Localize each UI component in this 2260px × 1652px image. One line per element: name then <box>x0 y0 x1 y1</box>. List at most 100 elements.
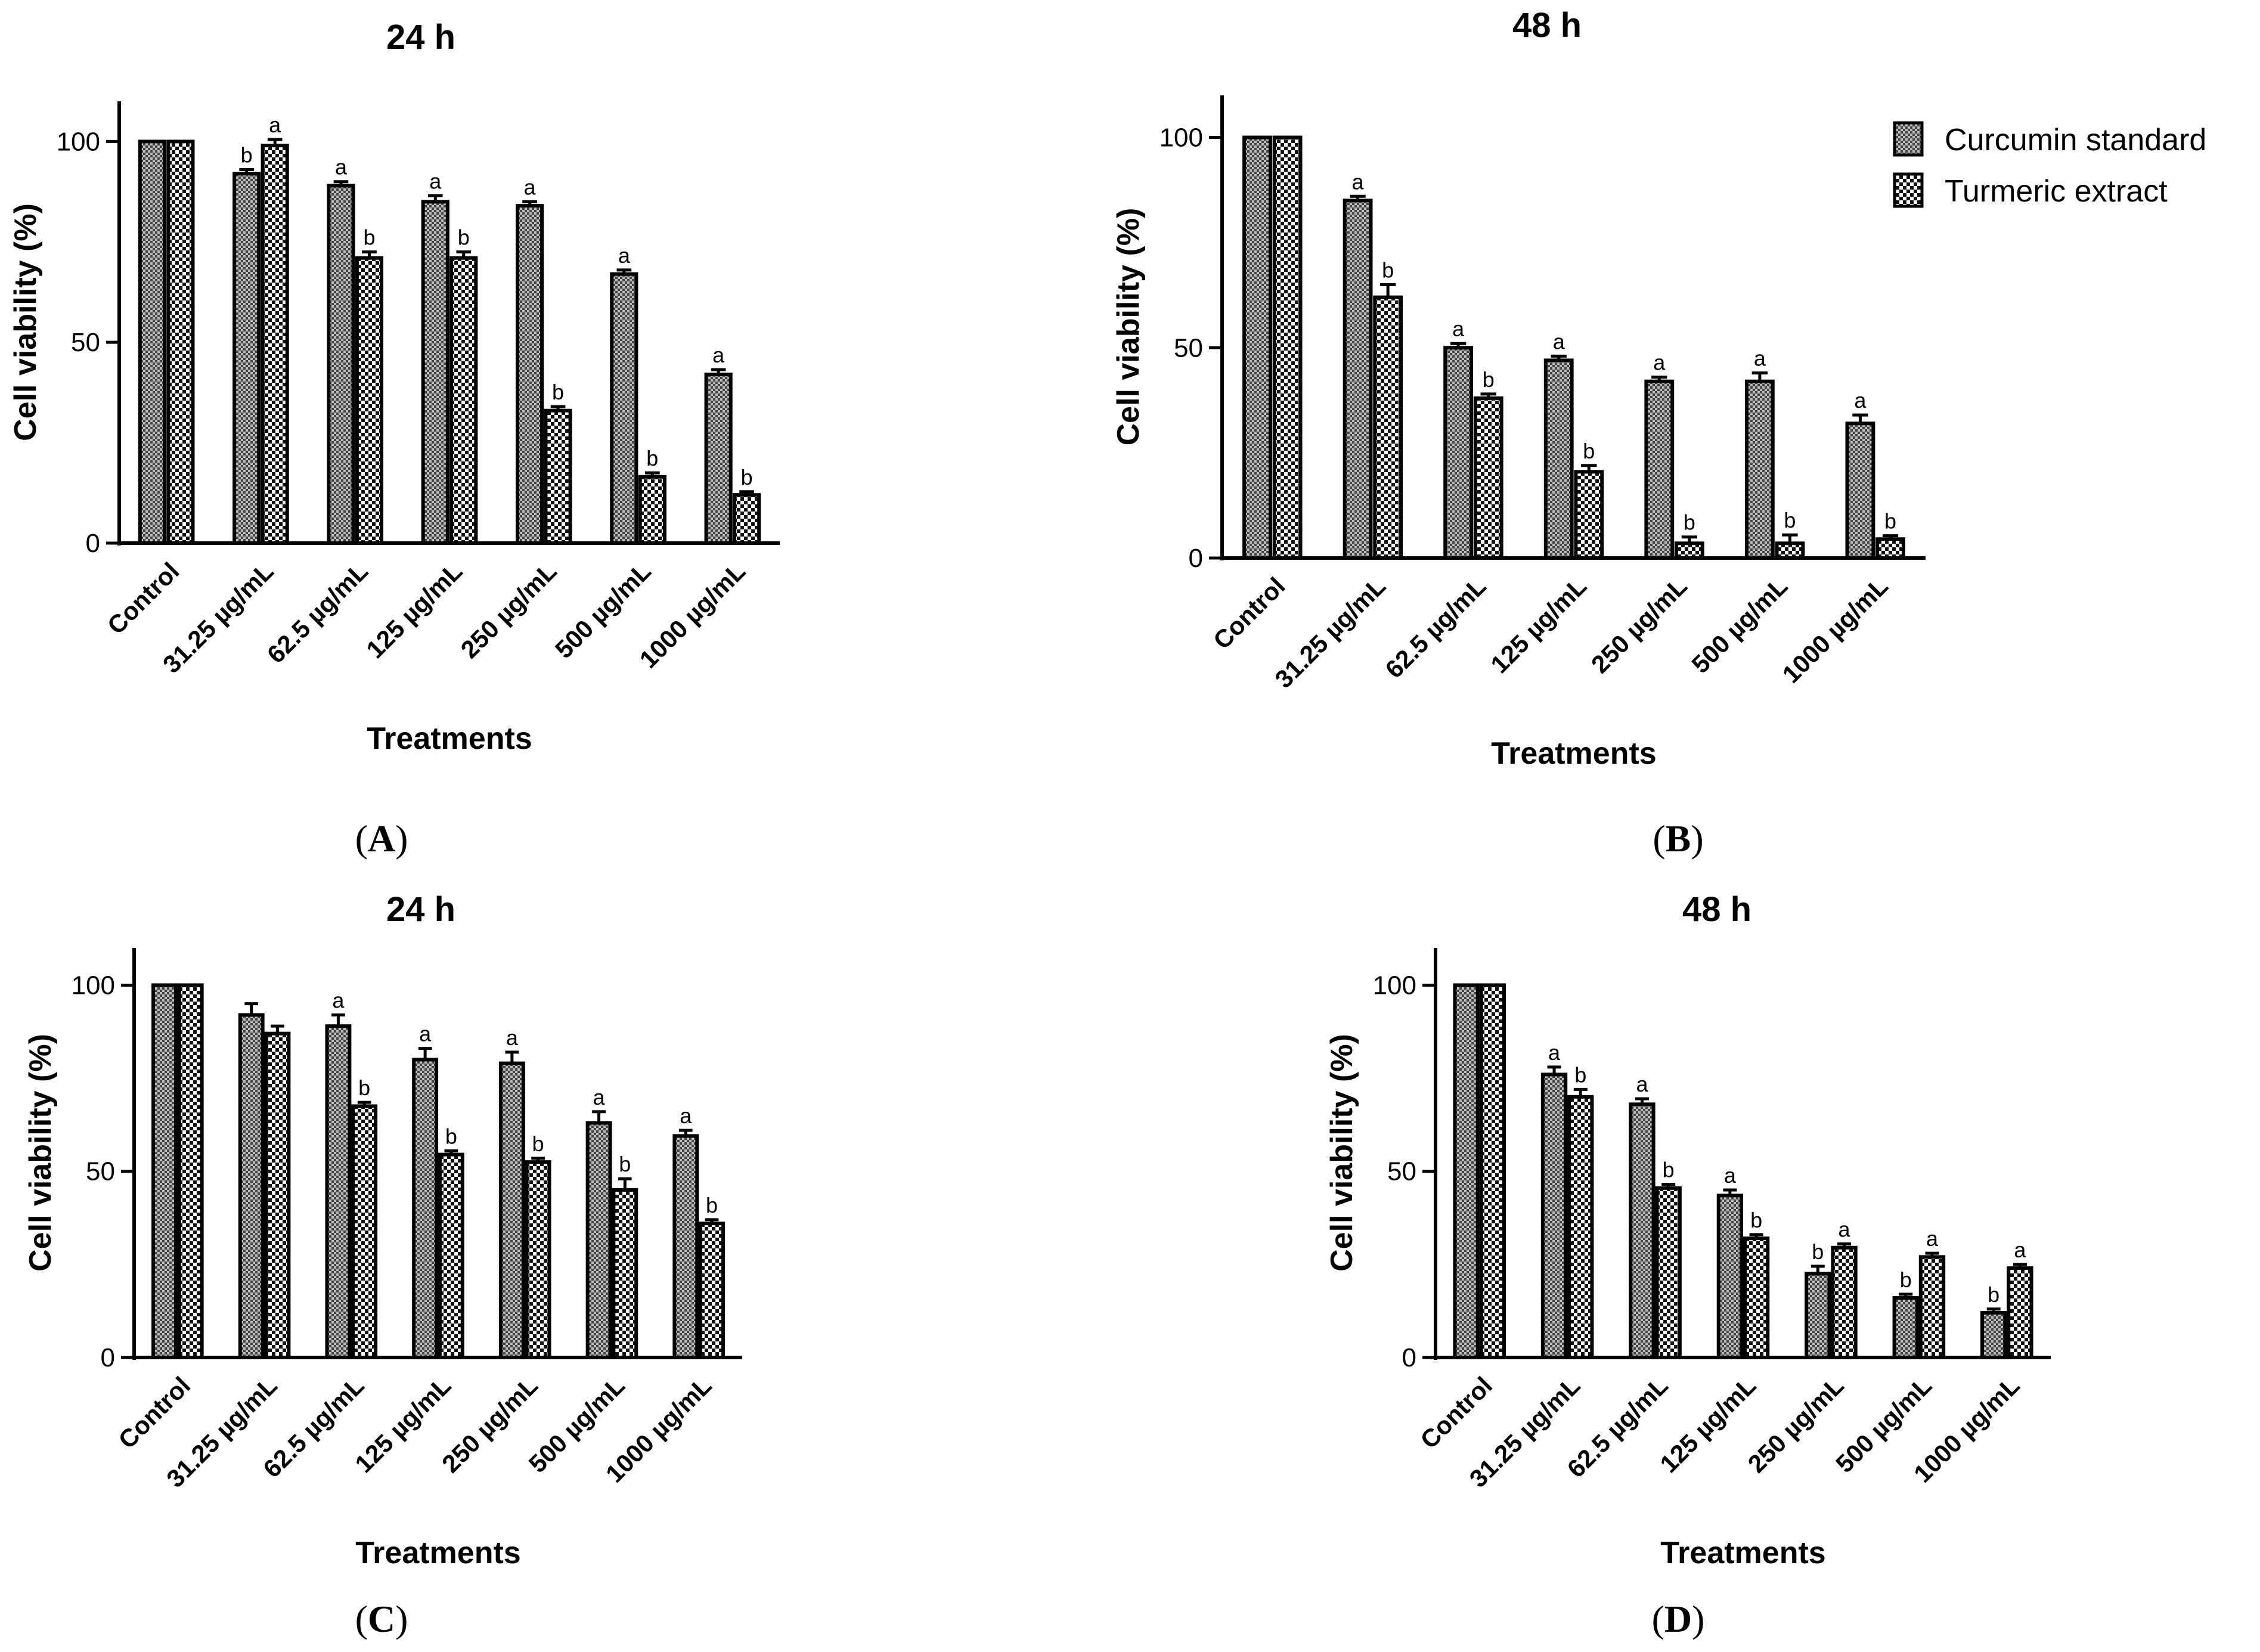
significance-label-a: b <box>552 380 564 404</box>
significance-label-d: a <box>2014 1238 2026 1262</box>
bar-a-turmeric-extract <box>449 256 478 545</box>
significance-label-d: a <box>1636 1072 1648 1096</box>
bar-c-turmeric-extract <box>177 983 204 1360</box>
bar-c-turmeric-extract <box>612 1188 638 1360</box>
significance-label-d: b <box>1663 1158 1675 1182</box>
y-axis-label-b: Cell viability (%) <box>1111 208 1146 446</box>
y-tick-label-c: 0 <box>101 1343 115 1372</box>
bar-c-turmeric-extract <box>264 1031 291 1360</box>
bar-b-turmeric-extract <box>1875 537 1905 560</box>
x-axis-label-b: Treatments <box>1491 736 1656 771</box>
bar-b-turmeric-extract <box>1272 135 1303 560</box>
x-axis-label-a: Treatments <box>367 721 532 756</box>
bar-a-turmeric-extract <box>544 408 572 545</box>
significance-label-b: a <box>1653 351 1666 375</box>
bar-b-curcumin-standard <box>1443 346 1474 560</box>
significance-label-b: a <box>1553 329 1565 354</box>
bar-b-turmeric-extract <box>1574 470 1604 560</box>
significance-label-d: a <box>1926 1226 1939 1251</box>
bar-a-turmeric-extract <box>261 144 289 545</box>
bar-a-turmeric-extract <box>638 475 666 545</box>
bar-c-curcumin-standard <box>585 1121 612 1359</box>
bar-b-curcumin-standard <box>1744 379 1775 560</box>
chart-title-d: 48 h <box>1682 890 1751 929</box>
bar-b-curcumin-standard <box>1845 421 1875 560</box>
significance-label-c: a <box>419 1022 432 1046</box>
significance-label-d: b <box>1750 1208 1762 1232</box>
significance-label-b: a <box>1854 388 1867 413</box>
legend-label-curcumin-standard: Curcumin standard <box>1945 123 2206 157</box>
bar-c-curcumin-standard <box>672 1134 699 1360</box>
bar-a-curcumin-standard <box>327 184 355 545</box>
significance-label-a: a <box>335 155 348 179</box>
bar-b-turmeric-extract <box>1373 295 1403 560</box>
bar-c-turmeric-extract <box>525 1160 551 1359</box>
bar-d-curcumin-standard <box>1716 1194 1744 1360</box>
significance-label-b: b <box>1684 510 1695 535</box>
y-tick-label-b: 50 <box>1174 333 1203 362</box>
bar-c-curcumin-standard <box>412 1058 439 1359</box>
bar-a-turmeric-extract <box>355 256 384 545</box>
bar-a-curcumin-standard <box>704 373 733 545</box>
bar-b-curcumin-standard <box>1242 135 1272 560</box>
bar-c-curcumin-standard <box>238 1013 265 1360</box>
panel-label-d: (D) <box>1652 1598 1705 1640</box>
panel-label-a: (A) <box>355 817 408 860</box>
significance-label-a: b <box>741 465 753 489</box>
bar-d-turmeric-extract <box>1831 1245 1858 1359</box>
significance-label-b: b <box>1583 439 1595 463</box>
significance-label-a: a <box>269 113 281 137</box>
y-tick-label-b: 0 <box>1189 544 1203 573</box>
x-axis-label-d: Treatments <box>1660 1536 1825 1570</box>
significance-label-b: b <box>1784 508 1796 532</box>
significance-label-a: a <box>618 243 631 268</box>
significance-label-a: b <box>458 225 470 250</box>
significance-label-c: a <box>332 988 345 1012</box>
significance-label-d: b <box>1812 1239 1824 1264</box>
bar-c-curcumin-standard <box>151 983 178 1360</box>
significance-label-b: a <box>1754 346 1766 371</box>
bar-d-curcumin-standard <box>1892 1296 1919 1360</box>
bar-d-turmeric-extract <box>1918 1255 1946 1360</box>
bar-b-turmeric-extract <box>1473 396 1503 560</box>
legend-swatch-turmeric-extract <box>1893 172 1924 208</box>
significance-label-b: a <box>1352 169 1365 194</box>
bar-a-curcumin-standard <box>421 200 449 545</box>
chart-title-b: 48 h <box>1512 6 1582 45</box>
significance-label-b: b <box>1884 509 1896 534</box>
significance-label-c: b <box>532 1132 544 1156</box>
bar-d-turmeric-extract <box>1567 1095 1594 1360</box>
bar-a-turmeric-extract <box>733 493 761 545</box>
x-tick-label-a: 250 µg/mL <box>455 557 562 664</box>
bar-d-curcumin-standard <box>1629 1102 1656 1359</box>
bar-d-turmeric-extract <box>1655 1186 1682 1359</box>
significance-label-b: b <box>1483 367 1495 392</box>
bar-b-turmeric-extract <box>1674 541 1704 560</box>
bar-a-curcumin-standard <box>515 204 544 545</box>
y-axis-label-d: Cell viability (%) <box>1325 1034 1359 1272</box>
bar-c-curcumin-standard <box>498 1061 525 1360</box>
bar-c-turmeric-extract <box>438 1152 464 1359</box>
bar-c-turmeric-extract <box>351 1104 378 1359</box>
significance-label-c: b <box>445 1124 457 1148</box>
bar-d-turmeric-extract <box>1479 983 1506 1360</box>
y-tick-label-c: 50 <box>86 1157 115 1186</box>
bar-d-curcumin-standard <box>1980 1311 2007 1359</box>
bar-d-curcumin-standard <box>1453 983 1480 1360</box>
y-tick-label-d: 50 <box>1387 1157 1416 1186</box>
y-tick-label-a: 50 <box>71 328 100 357</box>
bar-b-curcumin-standard <box>1644 379 1675 560</box>
significance-label-c: a <box>680 1104 692 1128</box>
significance-label-c: b <box>619 1152 631 1176</box>
bar-b-turmeric-extract <box>1775 541 1805 560</box>
bar-a-turmeric-extract <box>166 140 195 545</box>
bar-a-curcumin-standard <box>232 172 261 545</box>
significance-label-c: a <box>593 1085 606 1109</box>
significance-label-a: a <box>524 175 537 199</box>
bar-c-turmeric-extract <box>699 1222 725 1359</box>
x-tick-label-d: 125 µg/mL <box>1654 1371 1761 1478</box>
legend-swatch-curcumin-standard <box>1893 121 1924 157</box>
significance-label-d: a <box>1548 1040 1561 1065</box>
